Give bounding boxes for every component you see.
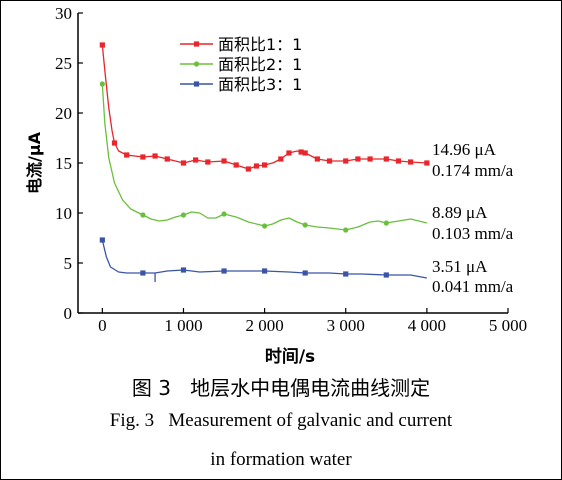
series-1-point bbox=[367, 156, 373, 162]
series-2-point bbox=[140, 212, 146, 218]
series-2-point bbox=[302, 222, 308, 228]
series-1-point bbox=[278, 156, 284, 162]
series-3-point bbox=[221, 268, 227, 274]
series-3-current-label: 3.51 μA bbox=[432, 257, 488, 276]
series-1-point bbox=[314, 156, 320, 162]
series-3-point bbox=[383, 272, 389, 278]
legend-marker-3 bbox=[193, 81, 200, 87]
galvanic-current-chart: 0 5 10 15 20 25 30 0 1 000 2 000 3 000 4 000 5 000 面… bbox=[25, 4, 527, 367]
series-1-current-label: 14.96 μA bbox=[432, 140, 497, 159]
x-tick-label: 3 000 bbox=[327, 316, 365, 335]
series-1-point bbox=[424, 160, 430, 166]
series-2-point bbox=[99, 81, 105, 87]
series-3-rate-label: 0.041 mm/a bbox=[432, 277, 514, 296]
series-3-point bbox=[140, 270, 146, 276]
series-3-point bbox=[99, 237, 105, 243]
chart-axes: 0 5 10 15 20 25 30 0 1 000 2 000 3 000 4 000 5 000 bbox=[55, 4, 527, 335]
series-1-point bbox=[326, 158, 333, 164]
legend-label-1: 面积比1：1 bbox=[218, 35, 302, 54]
series-1-point bbox=[205, 159, 211, 165]
y-tick-label: 15 bbox=[55, 154, 72, 173]
x-tick-label: 2 000 bbox=[245, 316, 283, 335]
series-2-point bbox=[262, 223, 268, 229]
series-3-point bbox=[180, 267, 187, 273]
series-2-point bbox=[180, 212, 187, 218]
series-1-point bbox=[233, 162, 239, 168]
legend-marker-2 bbox=[193, 61, 200, 67]
series-2-rate-label: 0.103 mm/a bbox=[432, 224, 514, 243]
series-3-point bbox=[343, 271, 349, 277]
series-2-current-label: 8.89 μA bbox=[432, 203, 488, 222]
series-1-rate-label: 0.174 mm/a bbox=[432, 161, 514, 180]
x-tick-label: 5 000 bbox=[489, 316, 527, 335]
series-1-point bbox=[140, 154, 146, 160]
series-1-point bbox=[124, 152, 130, 158]
x-tick-label: 0 bbox=[98, 316, 107, 335]
series-2-point bbox=[383, 220, 389, 226]
figure-caption-chinese: 图 3 地层水中电偶电流曲线测定 bbox=[131, 376, 431, 400]
series-1-point bbox=[408, 159, 414, 165]
series-1-point bbox=[395, 158, 402, 164]
series-1-point bbox=[262, 162, 268, 168]
series-3-point bbox=[302, 270, 308, 276]
series-1-point bbox=[302, 150, 308, 156]
series-1-point bbox=[245, 166, 251, 172]
series-1-point bbox=[298, 149, 304, 155]
y-tick-label: 25 bbox=[55, 54, 72, 73]
chart-annotations: 14.96 μA 0.174 mm/a 8.89 μA 0.103 mm/a 3.51 … bbox=[432, 140, 514, 296]
series-1-point bbox=[193, 157, 199, 163]
series-2-point bbox=[343, 227, 349, 233]
y-tick-label: 30 bbox=[55, 4, 72, 23]
y-axis-label: 电流/μA bbox=[25, 131, 44, 194]
y-tick-label: 20 bbox=[55, 104, 72, 123]
y-tick-label: 5 bbox=[64, 254, 73, 273]
y-tick-label: 0 bbox=[64, 304, 73, 323]
series-1-point bbox=[164, 156, 170, 162]
series-1-point bbox=[221, 158, 227, 164]
series-2-point bbox=[221, 211, 227, 217]
series-1-point bbox=[111, 140, 118, 146]
series-3-point bbox=[262, 268, 268, 274]
x-tick-label: 4 000 bbox=[408, 316, 446, 335]
y-tick-label: 10 bbox=[55, 204, 72, 223]
figure-caption-english-line1: Fig. 3 Measurement of galvanic and curre… bbox=[109, 410, 453, 431]
series-markers bbox=[99, 42, 430, 278]
legend-label-2: 面积比2：1 bbox=[218, 55, 302, 74]
series-1-point bbox=[355, 156, 361, 162]
series-1-point bbox=[152, 153, 158, 159]
series-line-2 bbox=[101, 83, 428, 231]
series-1-point bbox=[253, 163, 260, 169]
x-tick-label: 1 000 bbox=[164, 316, 202, 335]
legend-label-3: 面积比3：1 bbox=[218, 75, 302, 94]
series-1-point bbox=[180, 160, 187, 166]
series-1-point bbox=[383, 156, 389, 162]
legend-marker-1 bbox=[193, 41, 200, 47]
series-1-point bbox=[286, 150, 292, 156]
series-1-point bbox=[99, 42, 105, 48]
figure-caption-english-line2: in formation water bbox=[210, 449, 352, 470]
x-axis-label: 时间/s bbox=[265, 346, 315, 367]
series-1-point bbox=[343, 158, 349, 164]
